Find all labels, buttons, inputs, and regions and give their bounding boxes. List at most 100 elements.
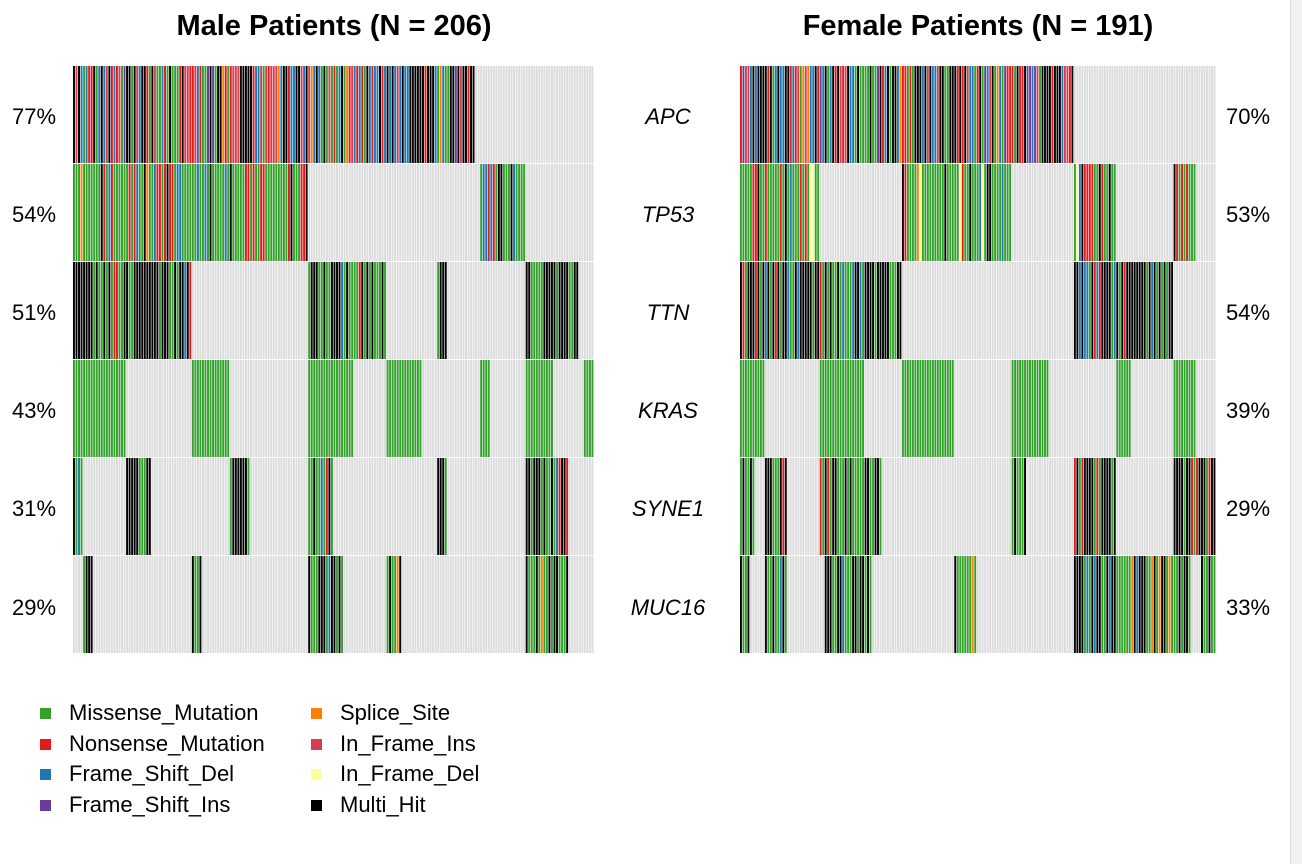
mutation-cell [535,360,538,457]
mutation-cell [986,164,989,261]
mutation-cell [128,66,131,163]
mutation-cell [909,360,912,457]
wildtype-cell [148,360,151,457]
mutation-cell [146,66,149,163]
mutation-cell [166,164,169,261]
mutation-cell [330,556,333,653]
wildtype-cell [889,164,892,261]
wildtype-cell [934,458,937,555]
mutation-cell [310,458,313,555]
wildtype-cell [573,164,576,261]
mutation-cell [323,262,326,359]
wildtype-cell [98,556,101,653]
wildtype-cell [432,458,435,555]
wildtype-cell [914,556,917,653]
wildtype-cell [138,360,141,457]
wildtype-cell [470,262,472,359]
mutation-cell [924,164,927,261]
wildtype-cell [201,556,204,653]
mutation-cell [386,66,389,163]
mutation-cell [1173,458,1176,555]
mutation-cell [847,66,850,163]
mutation-cell [794,66,797,163]
wildtype-cell [588,66,591,163]
wildtype-cell [1034,262,1036,359]
mutation-cell [822,66,825,163]
mutation-cell [214,360,217,457]
legend-swatch-nonsense [40,738,51,750]
wildtype-cell [906,262,909,359]
mutation-cell [247,458,250,555]
wildtype-cell [404,164,407,261]
wildtype-cell [454,458,457,555]
mutation-cell [465,66,467,163]
vertical-scrollbar[interactable] [1290,0,1302,864]
mutation-cell [1148,556,1151,653]
mutation-cell [1111,164,1114,261]
wildtype-cell [916,458,919,555]
male-pct-apc: 77% [12,104,57,129]
mutation-cell [1001,164,1004,261]
mutation-cell [222,164,225,261]
mutation-cell [502,164,505,261]
wildtype-cell [994,360,997,457]
mutation-cell [974,66,977,163]
wildtype-cell [523,360,526,457]
wildtype-cell [371,164,374,261]
wildtype-cell [1196,262,1198,359]
wildtype-cell [1191,556,1193,653]
mutation-cell [330,360,333,457]
wildtype-cell [343,458,346,555]
mutation-cell [138,262,141,359]
wildtype-cell [285,262,288,359]
mutation-cell [1024,360,1026,457]
wildtype-cell [864,164,867,261]
mutation-cell [320,556,323,653]
mutation-cell [212,360,215,457]
mutation-cell [93,66,96,163]
mutation-cell [804,262,807,359]
wildtype-cell [429,458,432,555]
wildtype-cell [1121,164,1124,261]
mutation-cell [300,66,303,163]
mutation-cell [877,66,879,163]
mutation-cell [762,164,765,261]
wildtype-cell [394,458,397,555]
mutation-cell [184,66,187,163]
wildtype-cell [1143,458,1146,555]
mutation-cell [563,556,566,653]
wildtype-cell [189,360,192,457]
wildtype-cell [759,556,762,653]
wildtype-cell [325,164,328,261]
mutation-cell [270,164,273,261]
wildtype-cell [1118,164,1121,261]
mutation-cell [951,164,954,261]
wildtype-cell [477,556,480,653]
wildtype-cell [358,458,361,555]
wildtype-cell [333,458,336,555]
mutation-cell [996,164,999,261]
wildtype-cell [196,458,199,555]
wildtype-cell [158,556,161,653]
wildtype-cell [797,556,800,653]
wildtype-cell [194,262,197,359]
wildtype-cell [1088,66,1091,163]
mutation-cell [318,556,321,653]
mutation-cell [224,66,227,163]
mutation-cell [1076,458,1079,555]
mutation-cell [204,66,207,163]
mutation-cell [551,360,553,457]
mutation-cell [1181,556,1183,653]
mutation-cell [1016,360,1019,457]
mutation-cell [1073,556,1076,653]
mutation-cell [419,360,422,457]
wildtype-cell [986,262,989,359]
wildtype-cell [232,556,235,653]
mutation-cell [742,262,745,359]
wildtype-cell [1206,262,1208,359]
wildtype-cell [510,262,513,359]
mutation-cell [787,164,790,261]
mutation-cell [103,262,106,359]
mutation-cell [83,164,86,261]
legend-label-in-frame-ins: In_Frame_Ins [340,731,476,756]
